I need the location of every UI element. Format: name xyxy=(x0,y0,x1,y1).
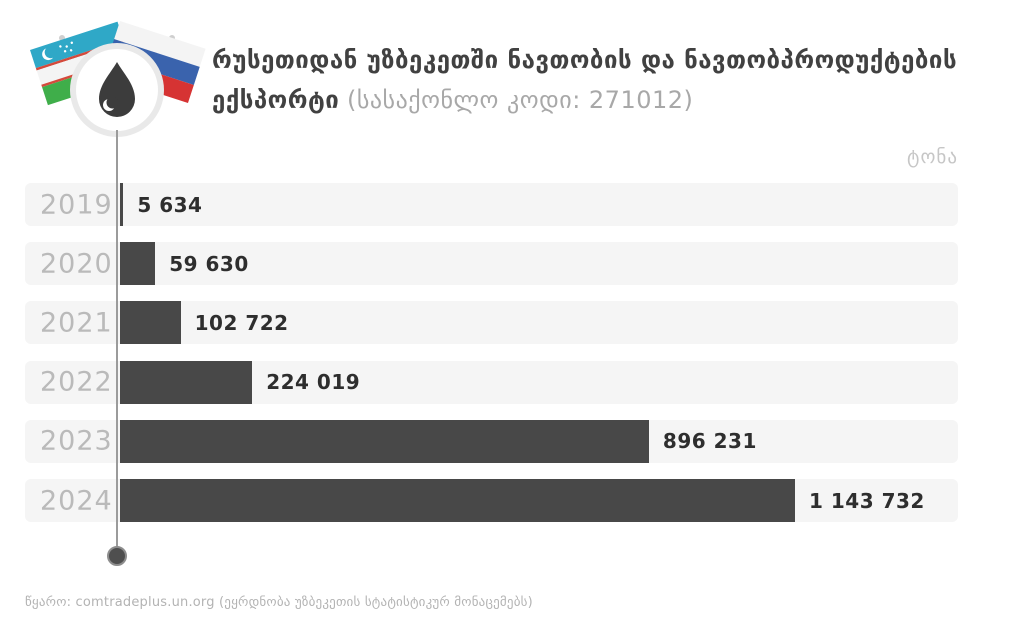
year-label-2019: 2019 xyxy=(40,189,113,220)
axis-end-dot xyxy=(107,546,127,566)
value-label-2024: 1 143 732 xyxy=(809,488,925,513)
chart-row-2023: 2023 896 231 xyxy=(25,419,958,463)
logo-graphic xyxy=(30,21,206,137)
value-label-2020: 59 630 xyxy=(169,251,249,276)
bar-2021 xyxy=(120,301,181,345)
page-title-line2: ექსპორტი (სასაქონლო კოდი: 271012) xyxy=(212,80,1024,120)
bar-2019 xyxy=(120,183,124,226)
logo xyxy=(22,10,212,144)
title-export-word: ექსპორტი xyxy=(212,86,340,114)
chart-row-2024: 2024 1 143 732 xyxy=(25,479,958,522)
chart-row-2022: 2022 224 019 xyxy=(25,360,958,404)
value-label-2023: 896 231 xyxy=(662,429,757,454)
bar-2023 xyxy=(120,419,649,463)
bar-2020 xyxy=(120,242,156,286)
year-label-2021: 2021 xyxy=(40,307,113,339)
axis-line xyxy=(116,130,118,556)
unit-label: ტონა xyxy=(907,146,958,168)
year-label-2020: 2020 xyxy=(40,248,113,280)
value-label-2021: 102 722 xyxy=(194,310,289,335)
oil-drop-icon xyxy=(99,62,135,117)
year-label-2024: 2024 xyxy=(40,485,113,516)
title-block: რუსეთიდან უზბეკეთში ნავთობის და ნავთობპრ… xyxy=(212,40,1024,120)
bar-2022 xyxy=(120,360,253,404)
year-label-2023: 2023 xyxy=(40,425,113,457)
title-commodity-code: (სასაქონლო კოდი: 271012) xyxy=(346,86,694,114)
source-note: წყარო: comtradeplus.un.org (ეყრდნობა უზბ… xyxy=(25,595,533,610)
value-label-2019: 5 634 xyxy=(137,192,203,217)
chart-row-2021: 2021 102 722 xyxy=(25,301,958,345)
chart-row-2019: 2019 5 634 xyxy=(25,183,958,226)
chart-row-2020: 2020 59 630 xyxy=(25,242,958,286)
year-label-2022: 2022 xyxy=(40,366,113,398)
page-title-line1: რუსეთიდან უზბეკეთში ნავთობის და ნავთობპრ… xyxy=(212,46,958,74)
value-label-2022: 224 019 xyxy=(266,370,361,395)
bar-2024 xyxy=(120,479,795,522)
